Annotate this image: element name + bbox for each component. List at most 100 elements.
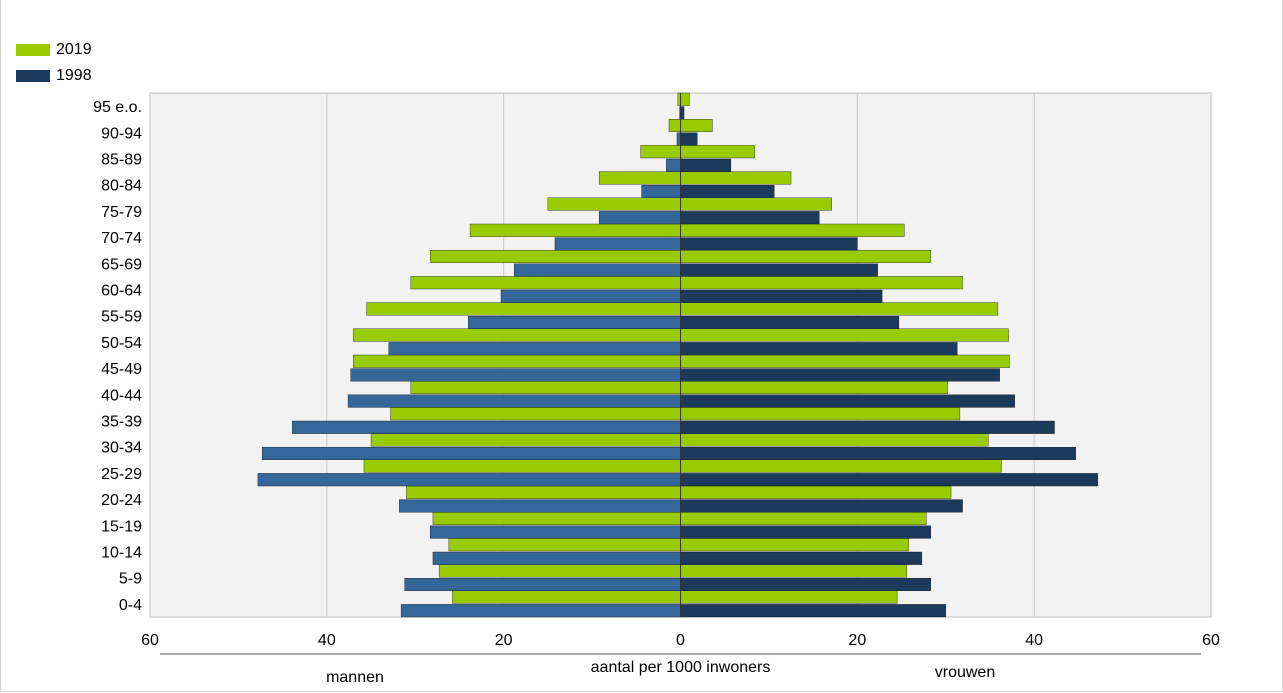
bar-2019-vrouwen-80-84 — [680, 171, 792, 185]
bar-1998-mannen-80-84 — [641, 184, 681, 198]
category-label: 90-94 — [101, 125, 142, 142]
bar-1998-vrouwen-15-19 — [680, 525, 931, 539]
bar-1998-vrouwen-0-4 — [680, 604, 946, 618]
bar-1998-vrouwen-85-89 — [680, 158, 732, 172]
x-axis-label: aantal per 1000 inwoners — [591, 659, 771, 676]
bar-2019-vrouwen-30-34 — [680, 433, 989, 447]
bar-2019-mannen-70-74 — [469, 223, 681, 237]
bar-1998-vrouwen-20-24 — [680, 499, 963, 513]
bar-1998-mannen-30-34 — [262, 447, 681, 461]
bar-2019-mannen-60-64 — [410, 276, 681, 290]
category-label: 60-64 — [101, 283, 142, 300]
category-label: 75-79 — [101, 204, 142, 221]
x-tick-label: 60 — [141, 632, 159, 649]
bar-1998-mannen-85-89 — [666, 158, 681, 172]
bar-2019-mannen-40-44 — [410, 381, 681, 395]
legend-item-1998: 1998 — [16, 67, 92, 84]
bar-1998-mannen-55-59 — [468, 316, 681, 330]
category-label: 55-59 — [101, 309, 142, 326]
category-label: 10-14 — [101, 545, 142, 562]
bar-2019-vrouwen-5-9 — [680, 564, 908, 578]
bars — [257, 92, 1099, 618]
bar-1998-mannen-0-4 — [400, 604, 681, 618]
category-label: 70-74 — [101, 230, 142, 247]
bar-1998-vrouwen-65-69 — [680, 263, 878, 277]
category-label: 30-34 — [101, 440, 142, 457]
side-label-vrouwen: vrouwen — [935, 664, 995, 681]
category-label: 85-89 — [101, 152, 142, 169]
bar-2019-vrouwen-90-94 — [680, 118, 713, 132]
bar-1998-mannen-75-79 — [598, 211, 681, 225]
bar-1998-mannen-45-49 — [350, 368, 681, 382]
category-label: 5-9 — [119, 571, 142, 588]
bar-2019-vrouwen-35-39 — [680, 407, 961, 421]
bar-2019-mannen-85-89 — [640, 145, 681, 159]
x-tick-label: 0 — [676, 632, 685, 649]
category-label: 20-24 — [101, 492, 142, 509]
category-label: 15-19 — [101, 518, 142, 535]
bar-2019-vrouwen-25-29 — [680, 459, 1002, 473]
x-tick-label: 40 — [1025, 632, 1043, 649]
bar-2019-mannen-20-24 — [406, 485, 681, 499]
bar-2019-vrouwen-60-64 — [680, 276, 963, 290]
bar-1998-mannen-15-19 — [430, 525, 681, 539]
bar-1998-mannen-40-44 — [347, 394, 681, 408]
bar-2019-mannen-65-69 — [430, 249, 681, 263]
bar-2019-mannen-30-34 — [370, 433, 681, 447]
bar-2019-vrouwen-50-54 — [680, 328, 1009, 342]
x-tick-labels: 60 40 20 0 20 40 60 — [141, 632, 1220, 649]
legend-item-2019: 2019 — [16, 41, 92, 58]
category-label: 0-4 — [119, 597, 142, 614]
bar-2019-vrouwen-65-69 — [680, 249, 931, 263]
bar-2019-mannen-10-14 — [448, 538, 681, 552]
category-label: 95 e.o. — [93, 99, 142, 116]
bar-1998-vrouwen-35-39 — [680, 420, 1055, 434]
category-label: 65-69 — [101, 256, 142, 273]
bar-1998-vrouwen-90-94 — [680, 132, 698, 146]
category-label: 40-44 — [101, 387, 142, 404]
bar-1998-vrouwen-40-44 — [680, 394, 1015, 408]
bar-1998-vrouwen-80-84 — [680, 184, 775, 198]
bar-2019-mannen-15-19 — [432, 512, 681, 526]
bar-2019-mannen-5-9 — [438, 564, 681, 578]
bar-2019-mannen-90-94 — [668, 118, 681, 132]
bar-1998-mannen-10-14 — [432, 551, 681, 565]
legend-swatch-1998 — [16, 70, 50, 82]
category-label: 35-39 — [101, 414, 142, 431]
bar-1998-vrouwen-70-74 — [680, 237, 858, 251]
legend-label-1998: 1998 — [56, 67, 92, 84]
bar-2019-vrouwen-70-74 — [680, 223, 905, 237]
x-tick-label: 20 — [848, 632, 866, 649]
bar-2019-vrouwen-85-89 — [680, 145, 755, 159]
bar-1998-vrouwen-50-54 — [680, 342, 958, 356]
bar-2019-vrouwen-40-44 — [680, 381, 948, 395]
bar-2019-vrouwen-15-19 — [680, 512, 927, 526]
bar-1998-vrouwen-75-79 — [680, 211, 820, 225]
bar-2019-vrouwen-10-14 — [680, 538, 909, 552]
category-label: 80-84 — [101, 178, 142, 195]
bar-1998-mannen-90-94 — [676, 132, 681, 146]
bar-1998-mannen-70-74 — [554, 237, 681, 251]
bar-2019-vrouwen-55-59 — [680, 302, 999, 316]
bar-2019-mannen-45-49 — [353, 354, 681, 368]
bar-2019-vrouwen-95-e-o- — [680, 92, 690, 106]
bar-1998-vrouwen-5-9 — [680, 578, 931, 592]
bar-1998-vrouwen-25-29 — [680, 473, 1099, 487]
bar-2019-mannen-0-4 — [452, 590, 681, 604]
bar-2019-mannen-55-59 — [366, 302, 681, 316]
legend-label-2019: 2019 — [56, 41, 92, 58]
bar-1998-vrouwen-60-64 — [680, 289, 883, 303]
bar-1998-vrouwen-10-14 — [680, 551, 923, 565]
bar-2019-vrouwen-45-49 — [680, 354, 1010, 368]
legend-swatch-2019 — [16, 44, 50, 56]
bar-1998-mannen-60-64 — [500, 289, 681, 303]
bar-1998-mannen-5-9 — [404, 578, 681, 592]
bar-2019-mannen-75-79 — [547, 197, 681, 211]
bar-2019-mannen-25-29 — [363, 459, 681, 473]
category-label: 45-49 — [101, 361, 142, 378]
x-tick-label: 40 — [318, 632, 336, 649]
bar-2019-mannen-80-84 — [598, 171, 681, 185]
side-label-mannen: mannen — [326, 669, 384, 686]
bar-1998-vrouwen-30-34 — [680, 447, 1076, 461]
